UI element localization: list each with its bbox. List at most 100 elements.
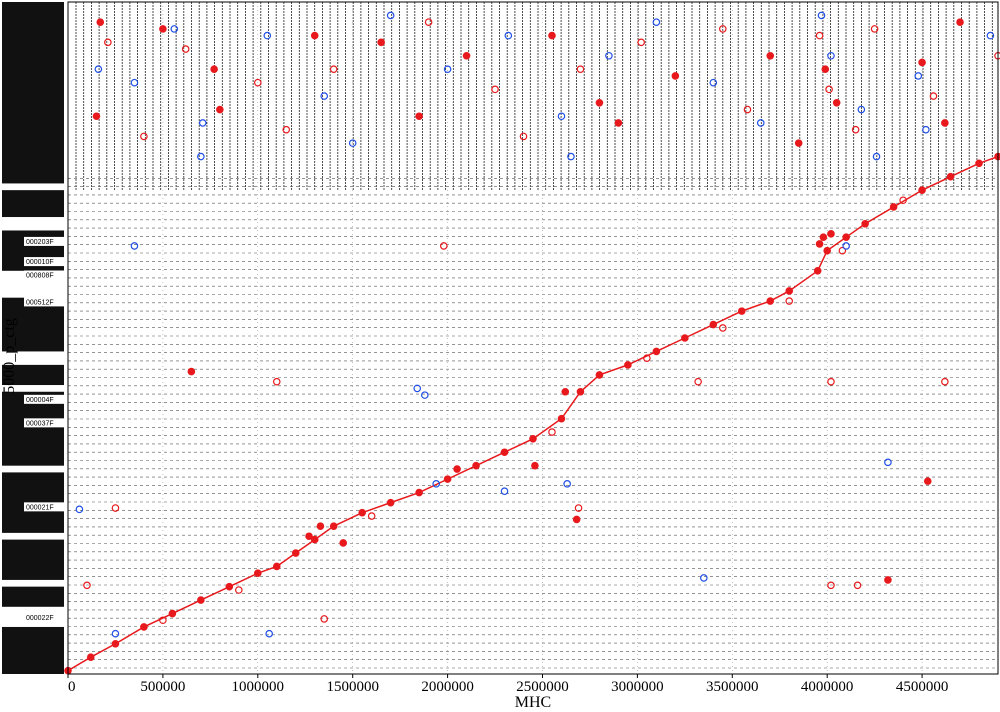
contig-label-block (2, 626, 64, 674)
data-point-top-forward (140, 132, 148, 141)
data-point-forward-hollow (899, 196, 907, 205)
data-point-forward (652, 347, 661, 356)
data-point-top-forward (548, 31, 556, 40)
data-point-top-reverse (197, 152, 205, 161)
data-point-forward (815, 240, 824, 248)
x-tick-label: 3500000 (706, 679, 759, 695)
data-point-top-reverse (652, 18, 661, 26)
data-point-top-forward (941, 119, 949, 127)
data-point-forward (291, 549, 300, 557)
data-point-top-reverse (130, 78, 139, 87)
data-point-reverse (563, 480, 571, 488)
data-point-forward (557, 414, 566, 423)
data-point-forward (819, 233, 828, 242)
data-point-top-reverse (263, 31, 272, 40)
data-point-forward (884, 576, 892, 584)
data-point-forward-hollow (718, 324, 727, 332)
data-point-top-forward (92, 112, 101, 121)
contig-label-block (2, 364, 64, 386)
data-point-top-reverse (557, 112, 566, 121)
data-point-top-forward (718, 25, 727, 33)
contig-label-block (2, 586, 64, 607)
data-point-top-reverse (386, 11, 395, 20)
data-point-forward-hollow (574, 504, 583, 512)
x-tick-label: 4000000 (801, 679, 854, 695)
data-point-top-forward (329, 65, 338, 74)
data-point-forward-hollow (827, 377, 835, 386)
data-point-top-forward (253, 78, 262, 87)
data-point-forward (386, 498, 395, 507)
alignment-line (67, 155, 999, 672)
grid-layer (2, 2, 998, 674)
data-point-forward (813, 266, 822, 275)
data-point-reverse (265, 629, 273, 638)
contig-label: 000021F (26, 504, 54, 511)
x-tick-label: 1500000 (326, 679, 379, 695)
x-tick-label: 1000000 (232, 679, 285, 695)
data-point-forward-hollow (235, 586, 243, 594)
data-point-top-reverse (986, 31, 995, 40)
data-point-top-forward (282, 125, 291, 134)
data-point-top-forward (994, 51, 1000, 60)
data-point-top-forward (825, 85, 833, 94)
data-point-forward (111, 639, 120, 648)
data-point-top-reverse (914, 72, 923, 80)
data-point-forward-hollow (111, 504, 120, 512)
data-point-top-forward (929, 92, 938, 100)
contig-label-block (2, 539, 64, 580)
contig-label: 000010F (26, 259, 54, 266)
data-point-top-reverse (198, 119, 207, 127)
data-point-top-forward (159, 25, 167, 33)
data-point-forward (329, 522, 338, 530)
contig-label: 000037F (26, 420, 54, 427)
alignment-diagonal (67, 155, 999, 672)
data-point-forward (253, 569, 262, 578)
data-point-reverse (130, 242, 139, 250)
data-point-top-forward (104, 38, 112, 47)
data-point-reverse (421, 391, 429, 399)
data-point-forward (197, 596, 205, 604)
data-point-forward-hollow (367, 512, 376, 520)
data-point-top-forward (671, 72, 680, 80)
data-point-forward (842, 233, 850, 242)
data-point-top-forward (519, 132, 528, 141)
data-point-forward (827, 230, 835, 238)
data-point-forward-hollow (853, 581, 862, 590)
contig-label: 000203F (26, 239, 54, 246)
data-point-forward-hollow (83, 581, 91, 590)
data-point-top-reverse (443, 65, 452, 74)
data-point-top-reverse (872, 152, 881, 161)
data-point-forward-hollow (439, 242, 448, 250)
data-point-top-forward (743, 105, 752, 114)
data-point-top-reverse (605, 51, 613, 60)
contig-label-block (2, 297, 64, 352)
data-point-top-forward (210, 65, 218, 74)
contig-label-bg (24, 297, 66, 307)
data-point-top-forward (462, 51, 471, 60)
data-point-forward-hollow (320, 615, 329, 623)
contig-label-block (2, 190, 64, 218)
contig-label-bg (24, 502, 66, 512)
contig-labels: 000021F 000010F 000203F 000808F 000512F 00000… (24, 236, 66, 623)
contig-label-bg (24, 613, 66, 623)
x-axis-label: MHC (515, 694, 551, 711)
x-tick-labels: 0 500000 1000000 1500000 2000000 2500000 30000… (67, 674, 948, 695)
x-tick-label: 2000000 (421, 679, 474, 695)
data-point-top-reverse (94, 65, 103, 74)
data-point-forward (975, 159, 983, 168)
data-point-top-forward (377, 38, 385, 47)
data-point-top-reverse (348, 139, 357, 147)
data-point-top-reverse (756, 119, 765, 127)
contig-label-block (2, 2, 64, 184)
data-point-forward (529, 434, 537, 443)
data-point-forward (923, 477, 932, 485)
data-point-forward-hollow (159, 616, 167, 625)
data-point-forward (168, 609, 177, 618)
contig-label-bg (24, 394, 66, 404)
data-point-reverse (700, 574, 708, 582)
data-point-forward (576, 387, 585, 396)
data-point-forward (737, 307, 746, 315)
data-point-top-forward (415, 112, 423, 121)
data-point-forward (187, 367, 196, 376)
data-point-top-reverse (709, 78, 718, 87)
